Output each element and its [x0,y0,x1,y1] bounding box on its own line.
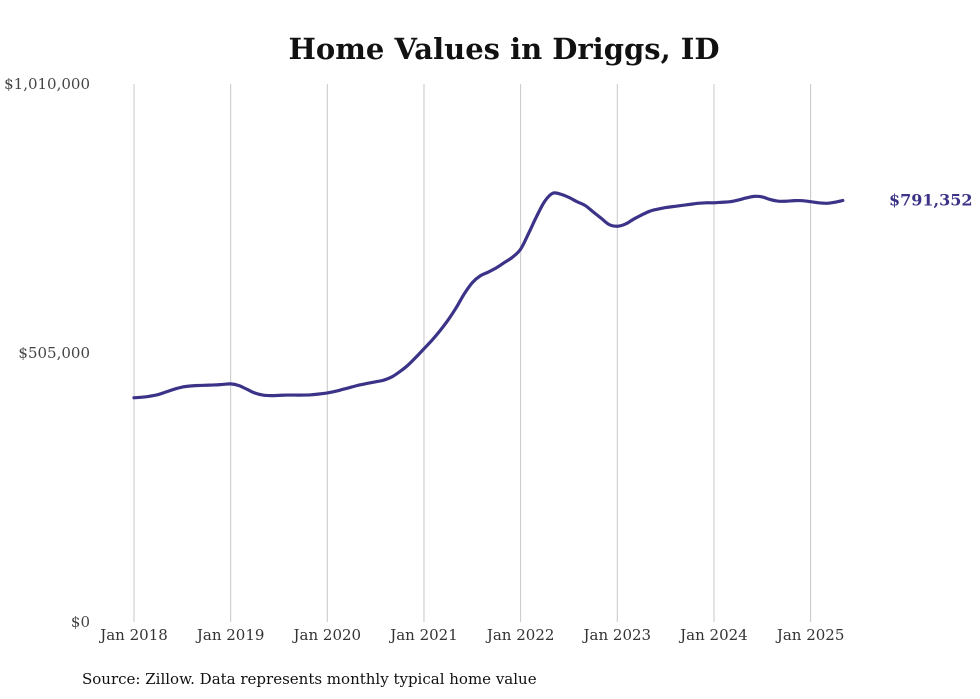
x-tick-label: Jan 2023 [582,626,652,644]
y-axis-ticks: $0 $505,000 $1,010,000 [4,75,90,631]
grid-lines [133,84,812,622]
x-axis-ticks: Jan 2018 Jan 2019 Jan 2020 Jan 2021 Jan 2022… [98,626,844,644]
series-layer [132,191,845,400]
x-tick-label: Jan 2021 [388,626,458,644]
series-line [132,191,845,400]
end-value-label: $791,352 [889,191,973,210]
x-tick-label: Jan 2020 [292,626,362,644]
x-tick-label: Jan 2024 [678,626,748,644]
y-tick-label: $0 [71,613,90,631]
chart-title: Home Values in Driggs, ID [288,32,719,66]
source-note: Source: Zillow. Data represents monthly … [82,670,537,688]
y-tick-label: $1,010,000 [4,75,90,93]
x-tick-label: Jan 2018 [98,626,168,644]
y-tick-label: $505,000 [18,344,90,362]
x-tick-label: Jan 2025 [775,626,845,644]
x-tick-label: Jan 2019 [195,626,265,644]
x-tick-label: Jan 2022 [485,626,555,644]
